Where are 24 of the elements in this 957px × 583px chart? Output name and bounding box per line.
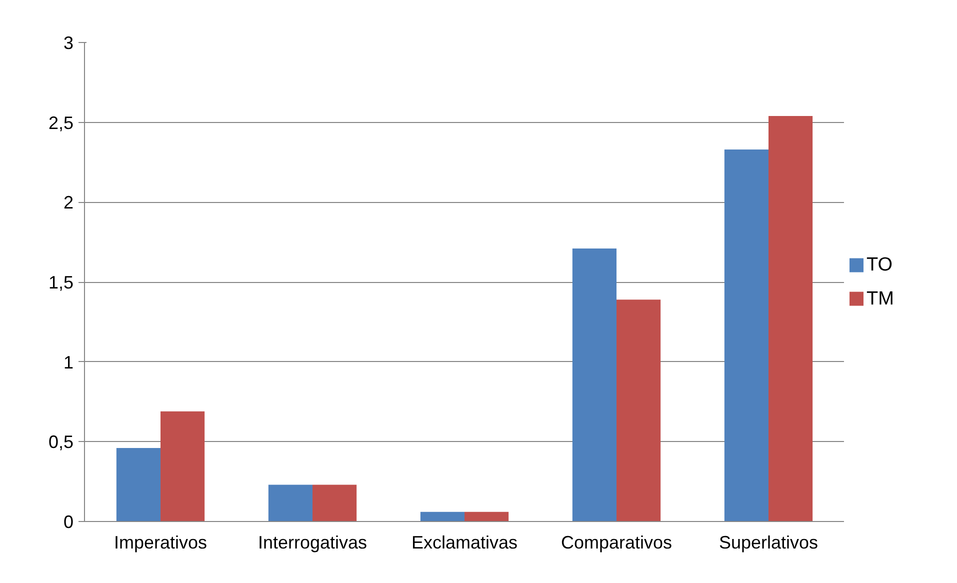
bar (268, 484, 312, 522)
y-tick-label: 3 (63, 33, 74, 53)
bar (724, 149, 768, 522)
bar (616, 300, 661, 522)
y-tick-label: 2 (63, 192, 74, 213)
y-tick-label: 0 (63, 512, 74, 532)
x-tick-label: Comparativos (560, 532, 672, 552)
bar (160, 411, 205, 522)
bar (312, 484, 357, 522)
x-tick-label: Imperativos (114, 532, 208, 552)
legend-label: TM (866, 288, 894, 310)
y-tick-label: 2,5 (48, 112, 74, 133)
x-tick-label: Interrogativas (258, 532, 368, 552)
bar (464, 512, 509, 522)
bar (116, 448, 160, 522)
y-tick-label: 1 (63, 352, 74, 372)
bar (572, 248, 616, 522)
y-tick-label: 0,5 (48, 432, 74, 452)
legend-label: TO (866, 254, 893, 276)
x-tick-label: Exclamativas (411, 532, 518, 552)
bar (420, 512, 464, 522)
y-tick-label: 1,5 (48, 272, 74, 292)
bar (768, 116, 813, 522)
x-tick-label: Superlativos (718, 532, 818, 552)
